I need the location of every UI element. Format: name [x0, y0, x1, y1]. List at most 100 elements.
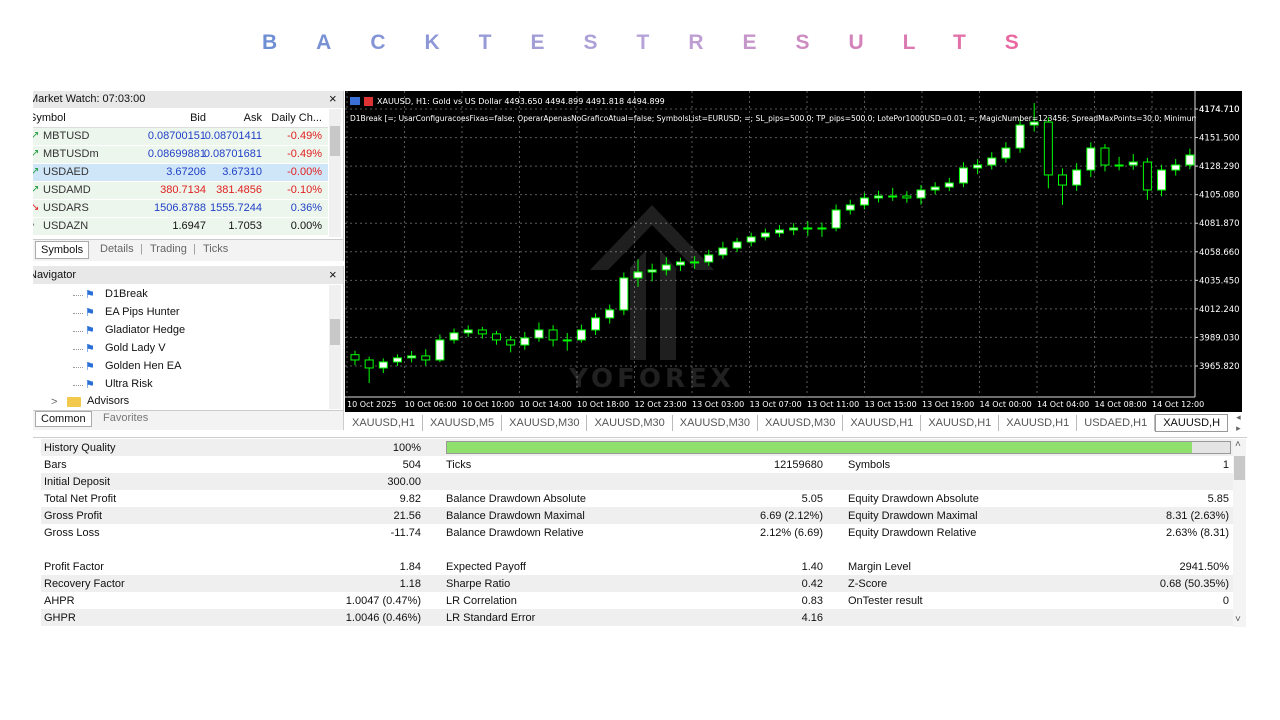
- tab-scroll[interactable]: ◂ ▸: [1236, 413, 1241, 433]
- daily-change: 0.00%: [290, 220, 322, 232]
- market-watch: Market Watch: 07:03:00 × Symbol Bid Ask Daily…: [33, 91, 344, 261]
- trend-icon: ↗: [33, 148, 39, 159]
- scroll-thumb[interactable]: [330, 319, 340, 345]
- row-bg[interactable]: [33, 146, 328, 164]
- column-header[interactable]: Bid: [190, 112, 206, 124]
- candle-body: [732, 241, 742, 249]
- chart-tab[interactable]: XAUUSD,M30: [587, 415, 673, 431]
- candle-body: [930, 186, 940, 191]
- row-bg[interactable]: [33, 128, 328, 146]
- expert-item[interactable]: D1Break: [105, 288, 148, 300]
- candle-body: [1142, 161, 1152, 191]
- stat-label: LR Standard Error: [446, 612, 536, 624]
- stat-label: Margin Level: [848, 561, 911, 573]
- scroll-thumb[interactable]: [330, 126, 340, 156]
- ask: 1555.7244: [210, 202, 262, 214]
- row-bg: [41, 592, 1233, 609]
- stat-label: AHPR: [44, 595, 75, 607]
- expert-item[interactable]: Gladiator Hedge: [105, 324, 186, 336]
- candle-body: [520, 337, 530, 346]
- candle-body: [803, 227, 813, 230]
- candle-body: [902, 195, 912, 199]
- stat-label: Sharpe Ratio: [446, 578, 511, 590]
- chart-tab[interactable]: XAUUSD,H1: [921, 415, 1000, 431]
- tab-strip: [33, 239, 343, 261]
- watermark-logo: [590, 205, 714, 360]
- expand-arrow[interactable]: >: [51, 396, 58, 408]
- tab[interactable]: Trading: [150, 243, 187, 255]
- candle-body: [874, 195, 884, 199]
- price-label: 4081.870: [1199, 219, 1240, 229]
- time-label: 14 Oct 00:00: [980, 400, 1032, 409]
- chart-tab[interactable]: XAUUSD,H1: [843, 415, 922, 431]
- candle-body: [1157, 169, 1167, 191]
- expert-item[interactable]: EA Pips Hunter: [105, 306, 180, 318]
- candle-body: [817, 227, 827, 230]
- candle-body: [619, 277, 629, 311]
- expert-item[interactable]: Gold Lady V: [105, 342, 166, 354]
- trend-icon: ↘: [33, 202, 39, 213]
- candle-body: [364, 359, 374, 369]
- stat-label: Ticks: [446, 459, 472, 471]
- candle-body: [789, 227, 799, 231]
- row-bg[interactable]: [33, 182, 328, 200]
- column-header[interactable]: Symbol: [33, 112, 66, 124]
- row-bg: [41, 558, 1233, 575]
- stat-value: 0.42: [801, 578, 823, 590]
- chart-tab[interactable]: USDAED,H1: [1077, 415, 1156, 431]
- header-divider: [33, 127, 328, 128]
- folder-icon: [67, 397, 81, 407]
- chart-tab[interactable]: XAUUSD,H1: [345, 415, 423, 431]
- stat-value: 504: [402, 459, 421, 471]
- stat-label: Symbols: [848, 459, 891, 471]
- trend-icon: ↗: [33, 130, 39, 141]
- scroll-up[interactable]: ˄: [1235, 439, 1241, 450]
- chart-tab[interactable]: XAUUSD,M30: [758, 415, 844, 431]
- candle-body: [576, 329, 586, 341]
- watermark: YOFOREX: [568, 364, 735, 394]
- tab[interactable]: Favorites: [103, 412, 149, 424]
- trend-icon: •: [33, 220, 35, 231]
- stat-value: 300.00: [387, 476, 421, 488]
- column-header[interactable]: Ask: [243, 112, 262, 124]
- panel-title: Market Watch: 07:03:00: [33, 93, 146, 105]
- chart-tab[interactable]: XAUUSD,H1: [999, 415, 1078, 431]
- expert-item[interactable]: Ultra Risk: [105, 378, 153, 390]
- candle-body: [1043, 121, 1053, 176]
- chart-tab[interactable]: XAUUSD,M5: [423, 415, 503, 431]
- column-header[interactable]: Daily Ch...: [271, 112, 322, 124]
- chart-tab[interactable]: XAUUSD,H: [1155, 414, 1229, 432]
- bid: 0.08700151: [147, 130, 206, 142]
- tab[interactable]: Symbols: [35, 241, 90, 259]
- symbol: USDAED: [43, 166, 89, 178]
- scroll-thumb[interactable]: [1234, 456, 1245, 480]
- chart-tab[interactable]: XAUUSD,M30: [502, 415, 588, 431]
- close-button[interactable]: ×: [329, 267, 337, 282]
- expert-item[interactable]: Golden Hen EA: [105, 360, 182, 372]
- stat-value: -11.74: [390, 527, 421, 539]
- ea-icon: ⚑: [85, 379, 95, 391]
- tab[interactable]: Details: [100, 243, 134, 255]
- bid: 380.7134: [160, 184, 206, 196]
- stat-value: 4.16: [801, 612, 823, 624]
- stat-value: 1.0046 (0.46%): [345, 612, 421, 624]
- price-label: 4128.290: [1199, 162, 1240, 172]
- scroll-down[interactable]: ˅: [1235, 614, 1241, 625]
- tab[interactable]: Ticks: [203, 243, 229, 255]
- daily-change: 0.36%: [290, 202, 322, 214]
- candle-body: [888, 195, 898, 198]
- row-bg[interactable]: [33, 200, 328, 218]
- stat-label: Expected Payoff: [446, 561, 526, 573]
- tab[interactable]: Common: [35, 411, 92, 427]
- folder-item[interactable]: Advisors: [87, 395, 130, 407]
- close-button[interactable]: ×: [329, 91, 337, 106]
- panel-header: [33, 266, 343, 284]
- time-label: 10 Oct 18:00: [577, 400, 629, 409]
- daily-change: -0.49%: [287, 148, 322, 160]
- row-bg[interactable]: [33, 218, 328, 236]
- chart-tab[interactable]: XAUUSD,M30: [673, 415, 759, 431]
- row-bg[interactable]: [33, 164, 328, 182]
- candle-body: [775, 229, 784, 234]
- daily-change: -0.00%: [287, 166, 322, 178]
